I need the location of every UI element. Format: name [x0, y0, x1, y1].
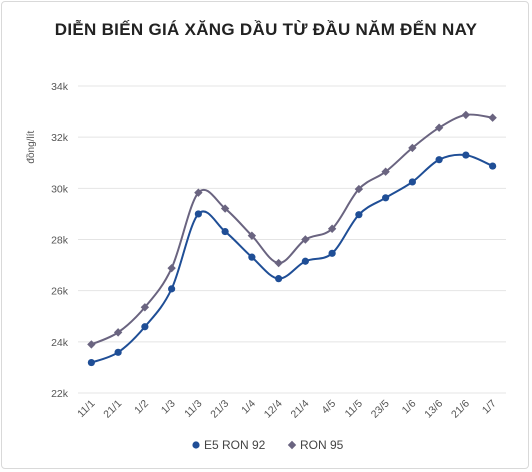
- series-ron-95: [87, 110, 497, 349]
- data-point: [140, 303, 150, 312]
- data-point: [382, 194, 390, 202]
- data-point: [461, 110, 471, 120]
- data-point: [248, 253, 256, 261]
- x-tick-label: 11/1: [75, 398, 97, 420]
- x-tick-label: 21/4: [289, 398, 312, 421]
- data-point: [87, 358, 95, 367]
- data-point: [408, 178, 416, 186]
- x-tick-label: 1/2: [132, 398, 151, 417]
- data-point: [87, 340, 96, 349]
- data-point: [301, 257, 309, 265]
- data-point: [355, 211, 363, 219]
- data-point: [354, 184, 364, 194]
- x-tick-label: 1/6: [400, 398, 419, 417]
- x-tick-label: 21/6: [449, 398, 472, 421]
- data-point: [301, 235, 310, 244]
- x-axis: 11/1 21/1 1/2 1/3 11/3 21/3 1/4 12/4 21/4 4/5 11/5…: [75, 398, 499, 421]
- y-tick-label: 22k: [51, 388, 69, 400]
- data-point: [327, 224, 337, 233]
- data-point: [113, 328, 123, 337]
- x-tick-label: 1/7: [480, 398, 499, 417]
- legend-marker: [287, 440, 297, 450]
- data-point: [434, 123, 444, 132]
- y-tick-label: 32k: [51, 132, 69, 144]
- series-line: [90, 113, 493, 346]
- chart-title: DIỄN BIẾN GIÁ XĂNG DẦU TỪ ĐẦU NĂM ĐẾN NA…: [54, 20, 478, 39]
- legend: E5 RON 92 RON 95: [192, 438, 344, 452]
- x-tick-label: 1/3: [159, 398, 178, 417]
- x-tick-label: 4/5: [319, 398, 338, 417]
- data-point: [274, 258, 283, 268]
- y-tick-label: 24k: [51, 337, 69, 349]
- x-tick-label: 1/4: [239, 398, 258, 417]
- data-point: [167, 263, 176, 273]
- series-e5-ron-92: [87, 151, 497, 367]
- x-tick-label: 13/6: [422, 398, 445, 421]
- x-tick-label: 11/3: [182, 398, 204, 420]
- y-tick-label: 26k: [51, 286, 69, 298]
- legend-label: RON 95: [300, 438, 344, 452]
- x-tick-label: 23/5: [369, 398, 392, 421]
- x-tick-label: 11/5: [343, 398, 365, 420]
- y-tick-label: 28k: [51, 235, 69, 247]
- y-axis-label: đồng/lít: [25, 131, 37, 164]
- x-tick-label: 21/3: [208, 398, 231, 421]
- data-point: [408, 143, 417, 153]
- series-line: [91, 153, 494, 364]
- x-tick-label: 21/1: [101, 398, 124, 421]
- legend-marker: [192, 441, 200, 449]
- data-point: [488, 113, 497, 122]
- x-tick-label: 12/4: [262, 398, 285, 421]
- data-point: [220, 204, 230, 213]
- y-axis: 22k 24k 26k 28k 30k 32k 34k: [51, 81, 69, 400]
- data-point: [462, 151, 470, 159]
- data-point: [381, 167, 390, 176]
- data-point: [247, 231, 257, 240]
- data-point: [435, 156, 443, 164]
- data-point: [194, 210, 202, 218]
- grid-lines: [78, 85, 506, 394]
- data-point: [168, 285, 176, 293]
- data-point: [275, 275, 283, 283]
- data-point: [221, 227, 229, 236]
- data-point: [328, 249, 336, 257]
- series-group: [87, 110, 497, 367]
- legend-label: E5 RON 92: [204, 438, 266, 452]
- data-point: [489, 162, 497, 170]
- data-point: [194, 188, 203, 197]
- data-point: [114, 348, 122, 356]
- data-point: [141, 323, 149, 331]
- y-tick-label: 30k: [51, 183, 69, 195]
- y-tick-label: 34k: [51, 81, 69, 93]
